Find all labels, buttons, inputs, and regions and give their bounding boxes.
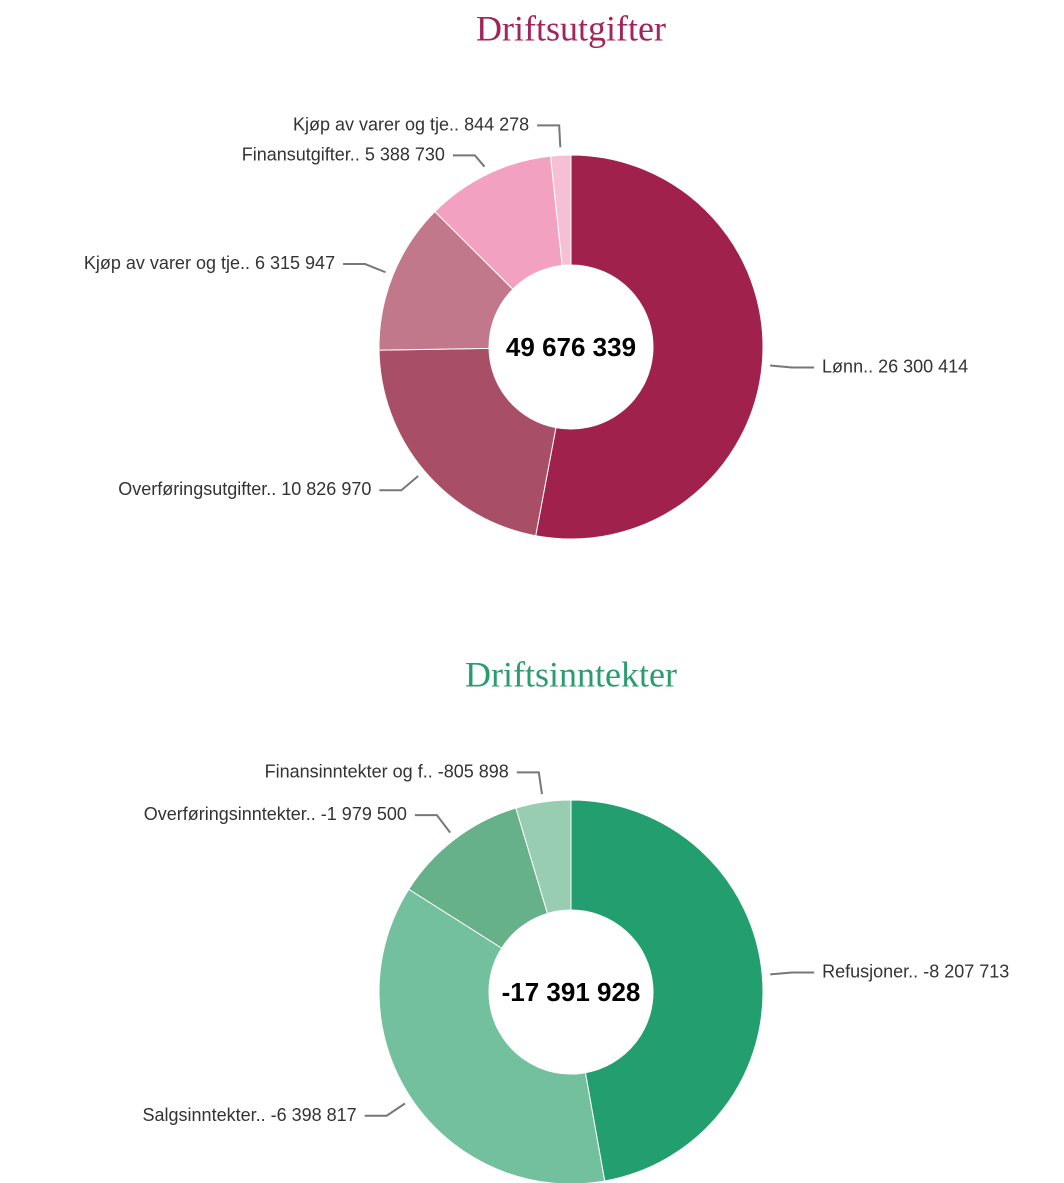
value-label: 6 315 947	[255, 253, 335, 273]
donut-slice	[535, 154, 764, 540]
category-label: Finansutgifter..	[242, 144, 360, 164]
center-total: -17 391 928	[502, 977, 641, 1007]
data-label: Finansinntekter og f.. -805 898	[265, 761, 509, 781]
category-label: Refusjoner..	[822, 961, 918, 981]
leader-line	[343, 263, 386, 274]
data-label: Overføringsutgifter.. 10 826 970	[118, 479, 371, 499]
data-label: Finansutgifter.. 5 388 730	[242, 144, 445, 164]
chart-title: Driftsutgifter	[476, 8, 666, 48]
category-label: Overføringsutgifter..	[118, 479, 276, 499]
donut-slice	[378, 888, 606, 1183]
value-label: -1 979 500	[321, 804, 407, 824]
leader-line	[770, 971, 815, 976]
donut-slice	[515, 799, 572, 915]
leader-line	[770, 364, 815, 369]
donut-slice	[570, 799, 764, 1182]
leader-line	[379, 475, 419, 492]
category-label: Lønn..	[822, 356, 873, 376]
leader-line	[414, 814, 451, 834]
value-label: -805 898	[438, 761, 509, 781]
donut-slice	[378, 210, 514, 351]
category-label: Kjøp av varer og tje..	[84, 253, 250, 273]
category-label: Overføringsinntekter..	[144, 804, 316, 824]
category-label: Kjøp av varer og tje..	[293, 114, 459, 134]
data-label: Overføringsinntekter.. -1 979 500	[144, 804, 407, 824]
center-total: 49 676 339	[506, 332, 636, 362]
data-label: Salgsinntekter.. -6 398 817	[143, 1105, 357, 1125]
value-label: 10 826 970	[281, 479, 371, 499]
value-label: -6 398 817	[271, 1105, 357, 1125]
category-label: Salgsinntekter..	[143, 1105, 266, 1125]
leader-line	[516, 771, 543, 795]
value-label: -8 207 713	[923, 961, 1009, 981]
donut-slice	[378, 347, 557, 537]
data-label: Refusjoner.. -8 207 713	[822, 961, 1009, 981]
leader-line	[452, 154, 486, 168]
value-label: 844 278	[464, 114, 529, 134]
value-label: 5 388 730	[365, 144, 445, 164]
data-label: Lønn.. 26 300 414	[822, 356, 968, 376]
data-label: Kjøp av varer og tje.. 844 278	[293, 114, 529, 134]
data-label: Kjøp av varer og tje.. 6 315 947	[84, 253, 335, 273]
donut-slice	[549, 154, 572, 267]
value-label: 26 300 414	[878, 356, 968, 376]
leader-line	[537, 124, 562, 148]
leader-line	[364, 1102, 406, 1117]
chart-title: Driftsinntekter	[465, 654, 677, 694]
category-label: Finansinntekter og f..	[265, 761, 433, 781]
